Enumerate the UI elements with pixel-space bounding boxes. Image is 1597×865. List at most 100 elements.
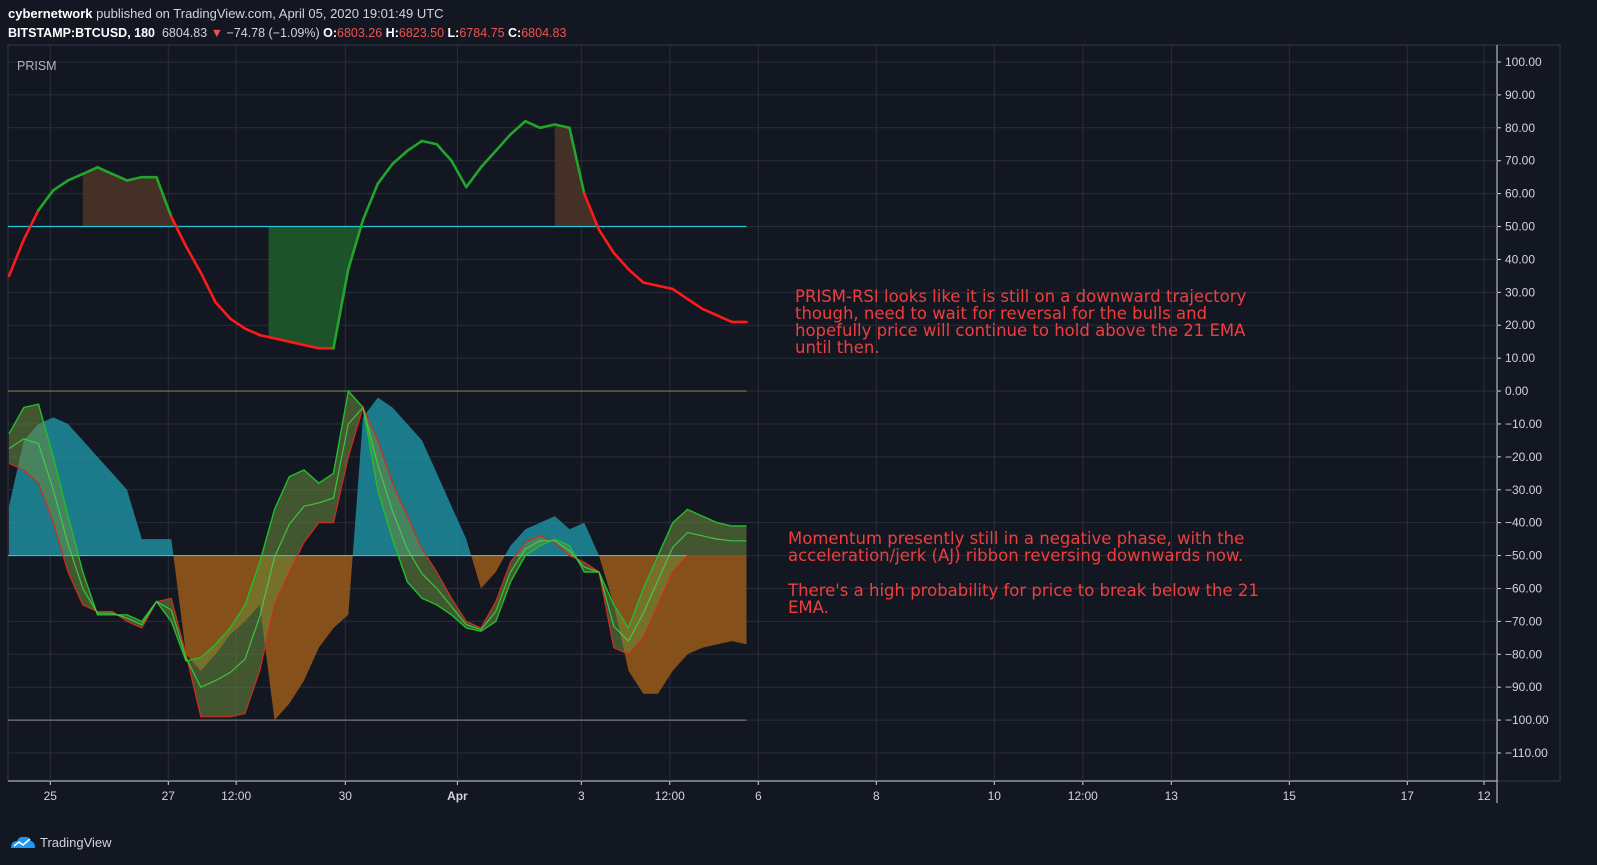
y-tick-label: 50.00 xyxy=(1505,220,1535,234)
rsi-line-segment xyxy=(464,165,483,189)
rsi-line-segment xyxy=(302,343,321,350)
annotation-line: Momentum presently still in a negative p… xyxy=(788,529,1245,548)
close-value: 6804.83 xyxy=(521,26,567,40)
rsi-line-segment xyxy=(243,327,262,337)
x-tick-label: 3 xyxy=(578,789,585,803)
brand-name: TradingView xyxy=(40,834,112,850)
x-tick-label: 17 xyxy=(1401,789,1415,803)
x-tick-label: 12 xyxy=(1477,789,1491,803)
high-value: 6823.50 xyxy=(398,26,445,40)
y-tick-label: −30.00 xyxy=(1505,483,1542,497)
rsi-line-segment xyxy=(686,297,704,311)
x-tick-label: 13 xyxy=(1165,789,1179,803)
rsi-line-segment xyxy=(597,228,616,255)
rsi-line-segment xyxy=(184,244,203,274)
y-tick-label: −10.00 xyxy=(1505,417,1542,431)
y-tick-label: −90.00 xyxy=(1505,680,1542,694)
rsi-line-segment xyxy=(66,172,85,182)
published-text: published on TradingView.com, April 05, … xyxy=(96,6,444,21)
low-value: 6784.75 xyxy=(459,26,505,40)
close-label: C: xyxy=(508,26,522,40)
x-tick-label: 8 xyxy=(873,789,880,803)
high-label: H: xyxy=(385,26,399,40)
rsi-line-segment xyxy=(641,281,660,288)
y-tick-label: −40.00 xyxy=(1505,516,1542,530)
rsi-line-segment xyxy=(228,317,247,330)
x-tick-label: 12:00 xyxy=(221,789,251,803)
rsi-line-segment xyxy=(332,267,350,350)
annotation-line: hopefully price will continue to hold ab… xyxy=(795,321,1246,340)
x-tick-label: 12:00 xyxy=(1068,789,1098,803)
rsi-line-segment xyxy=(420,139,439,146)
y-tick-label: 70.00 xyxy=(1505,154,1535,168)
x-tick-label: 6 xyxy=(755,789,762,803)
y-tick-label: −60.00 xyxy=(1505,581,1542,595)
rsi-line xyxy=(7,119,748,350)
y-tick-label: −50.00 xyxy=(1505,549,1542,563)
annotation-line: EMA. xyxy=(788,598,829,617)
rsi-line-segment xyxy=(553,123,571,130)
rsi-line-segment xyxy=(391,149,409,166)
momentum-histogram xyxy=(9,397,747,721)
y-tick-label: −20.00 xyxy=(1505,450,1542,464)
aj-ribbon xyxy=(9,391,747,717)
rsi-line-segment xyxy=(125,175,144,182)
rsi-line-segment xyxy=(405,139,424,153)
rsi-line-segment xyxy=(568,126,586,195)
annotation-line: until then. xyxy=(795,338,880,357)
rsi-line-segment xyxy=(700,307,719,317)
y-tick-label: 30.00 xyxy=(1505,285,1535,299)
rsi-line-segment xyxy=(258,333,276,340)
rsi-line-segment xyxy=(155,175,173,218)
rsi-line-segment xyxy=(656,284,675,291)
histogram-negative xyxy=(9,555,747,721)
y-tick-label: 20.00 xyxy=(1505,318,1535,332)
x-tick-label: 10 xyxy=(988,789,1002,803)
y-tick-label: 40.00 xyxy=(1505,252,1535,266)
y-tick-label: 0.00 xyxy=(1505,384,1529,398)
rsi-line-segment xyxy=(435,142,453,163)
footer-brand[interactable]: TradingView xyxy=(10,834,112,850)
y-tick-label: −80.00 xyxy=(1505,647,1542,661)
rsi-line-segment xyxy=(627,267,645,284)
price-change: −74.78 (−1.09%) xyxy=(226,26,320,40)
last-price: 6804.83 xyxy=(161,26,208,40)
rsi-fill xyxy=(82,121,623,349)
annotation-line: PRISM-RSI looks like it is still on a do… xyxy=(795,287,1247,306)
rsi-line-segment xyxy=(450,159,468,189)
y-tick-label: 10.00 xyxy=(1505,351,1535,365)
annotation-line: though, need to wait for reversal for th… xyxy=(795,304,1208,323)
rsi-line-segment xyxy=(273,337,291,343)
y-tick-label: 90.00 xyxy=(1505,88,1535,102)
y-tick-label: −110.00 xyxy=(1505,746,1548,760)
open-label: O: xyxy=(323,26,337,40)
rsi-line-segment xyxy=(7,238,26,278)
rsi-line-segment xyxy=(523,119,542,130)
rsi-line-segment xyxy=(81,165,99,176)
y-tick-label: −100.00 xyxy=(1505,713,1549,727)
rsi-line-segment xyxy=(582,192,601,232)
rsi-area-above xyxy=(82,121,623,227)
momentum-slow-line xyxy=(8,405,747,718)
momentum-fast-line xyxy=(8,389,747,662)
x-tick-label: 27 xyxy=(162,789,176,803)
x-tick-label: 12:00 xyxy=(655,789,685,803)
x-tick-label: 30 xyxy=(339,789,353,803)
y-tick-label: −70.00 xyxy=(1505,614,1542,628)
symbol-label[interactable]: BITSTAMP:BTCUSD, 180 xyxy=(8,26,156,40)
rsi-line-segment xyxy=(169,215,188,248)
author-name[interactable]: cybernetwork xyxy=(8,6,93,21)
rsi-line-segment xyxy=(612,251,630,271)
annotation-line: There's a high probability for price to … xyxy=(788,581,1259,600)
rsi-line-segment xyxy=(671,287,689,301)
rsi-line-segment xyxy=(214,300,232,320)
tradingview-logo-icon xyxy=(11,836,35,848)
rsi-line-segment xyxy=(346,218,365,271)
rsi-line-segment xyxy=(538,123,557,130)
y-tick-label: 80.00 xyxy=(1505,121,1535,135)
open-value: 6803.26 xyxy=(337,26,383,40)
rsi-line-segment xyxy=(199,271,217,304)
symbol-info: BITSTAMP:BTCUSD, 180 6804.83 ▼ −74.78 (−… xyxy=(8,26,566,40)
annotation-break: There's a high probability for price to … xyxy=(788,582,1259,616)
